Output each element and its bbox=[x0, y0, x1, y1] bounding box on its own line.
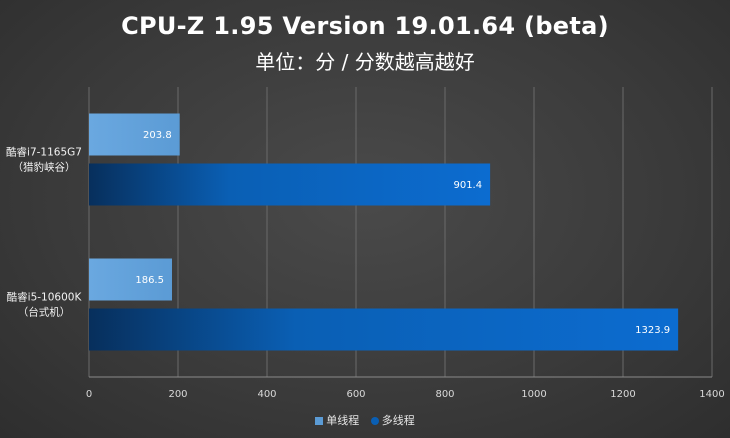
category-sublabel: （猎豹峡谷） bbox=[13, 161, 76, 174]
x-tick-label: 1000 bbox=[521, 389, 546, 400]
category-label: 酷睿i5-10600K bbox=[7, 291, 83, 304]
x-tick-label: 400 bbox=[257, 389, 276, 400]
category-sublabel: （台式机） bbox=[18, 306, 71, 319]
bar-multi-thread bbox=[89, 163, 491, 206]
bar-multi-thread bbox=[89, 308, 679, 351]
chart-legend: 单线程 多线程 bbox=[0, 412, 730, 428]
chart-title: CPU-Z 1.95 Version 19.01.64 (beta) bbox=[121, 12, 609, 40]
category-label: 酷睿i7-1165G7 bbox=[6, 146, 82, 159]
data-label: 203.8 bbox=[143, 130, 172, 141]
x-tick-label: 0 bbox=[86, 389, 92, 400]
legend-item-single: 单线程 bbox=[315, 414, 363, 427]
legend-label-single: 单线程 bbox=[326, 414, 360, 427]
data-label: 186.5 bbox=[135, 275, 164, 286]
bar-single-thread bbox=[89, 113, 180, 156]
legend-swatch-single bbox=[315, 416, 324, 425]
legend-item-multi: 多线程 bbox=[370, 414, 415, 427]
legend-swatch-multi bbox=[370, 416, 379, 425]
data-label: 901.4 bbox=[453, 180, 482, 191]
data-label: 1323.9 bbox=[635, 325, 670, 336]
x-tick-label: 1400 bbox=[699, 389, 724, 400]
bar-single-thread bbox=[89, 258, 172, 301]
x-tick-label: 1200 bbox=[610, 389, 635, 400]
legend-label-multi: 多线程 bbox=[381, 414, 415, 427]
x-tick-label: 800 bbox=[435, 389, 454, 400]
x-tick-label: 600 bbox=[346, 389, 365, 400]
chart-subtitle: 单位：分 / 分数越高越好 bbox=[255, 50, 475, 74]
x-tick-label: 200 bbox=[168, 389, 187, 400]
